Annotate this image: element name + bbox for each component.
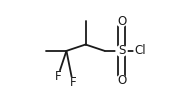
- Circle shape: [116, 16, 127, 26]
- Text: F: F: [70, 76, 76, 89]
- Circle shape: [53, 71, 63, 81]
- Text: Cl: Cl: [135, 44, 146, 57]
- Text: F: F: [55, 70, 61, 83]
- Text: O: O: [117, 74, 126, 87]
- Circle shape: [116, 45, 127, 56]
- Circle shape: [68, 78, 78, 88]
- Text: O: O: [117, 15, 126, 28]
- Circle shape: [134, 44, 147, 57]
- Text: S: S: [118, 44, 125, 57]
- Circle shape: [116, 75, 127, 86]
